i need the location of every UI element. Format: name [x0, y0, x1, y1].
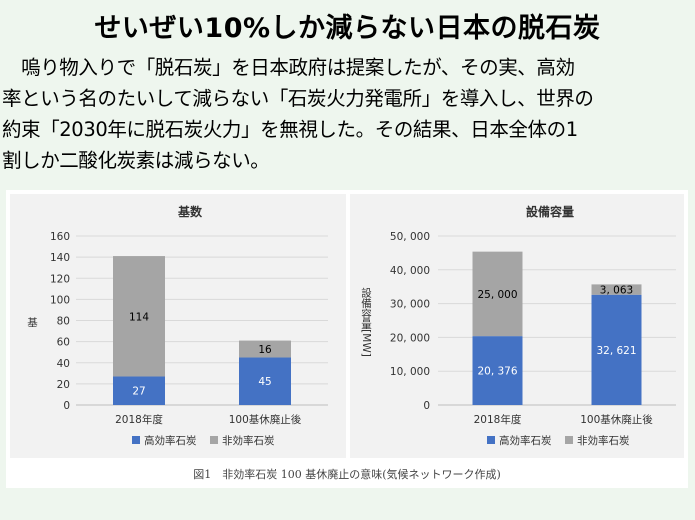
y-tick-label: 0: [423, 400, 430, 412]
legend-swatch: [210, 436, 218, 444]
legend-swatch: [565, 436, 573, 444]
chart-unit-count: 基数 0 20 40 60 80 100 120 140 160 基 27 114 2018年度 45 16 1…: [26, 204, 328, 447]
data-label: 32, 621: [596, 345, 636, 357]
y-tick-label: 0: [63, 400, 70, 412]
y-axis-label: 設備容量[MW]: [360, 286, 372, 356]
y-tick-label: 20, 000: [390, 332, 430, 344]
data-label: 3, 063: [600, 285, 633, 297]
chart-capacity: 設備容量 0 10, 000 20, 000 30, 000 40, 000 50, 000…: [360, 204, 676, 447]
y-tick-label: 50, 000: [390, 231, 430, 243]
y-tick-label: 40: [57, 358, 70, 370]
data-label: 25, 000: [477, 289, 517, 301]
figure-caption: 図1 非効率石炭 100 基休廃止の意味(気候ネットワーク作成): [193, 468, 501, 481]
chart-panel-unit-count: 基数 0 20 40 60 80 100 120 140 160 基 27 114 2018年度 45 16 1…: [10, 194, 346, 458]
bar-segment: [472, 251, 523, 337]
chart-title: 設備容量: [526, 204, 574, 219]
y-axis-label: 基: [26, 316, 38, 327]
x-tick-label: 100基休廃止後: [229, 413, 302, 426]
bar-segment: [591, 284, 642, 295]
x-tick-label: 2018年度: [115, 413, 163, 426]
figure: 基数 0 20 40 60 80 100 120 140 160 基 27 114 2018年度 45 16 1…: [6, 190, 688, 488]
bar-segment: [113, 376, 165, 405]
y-tick-label: 60: [57, 337, 70, 349]
slide-title: せいぜい10%しか減らない日本の脱石炭: [94, 13, 601, 44]
legend-label: 非効率石炭: [222, 434, 275, 447]
y-tick-label: 30, 000: [390, 299, 430, 311]
x-tick-label: 2018年度: [474, 413, 522, 426]
bar-segment: [239, 357, 291, 405]
bar-segment: [591, 294, 642, 405]
y-tick-label: 120: [50, 273, 70, 285]
paragraph-line: 嗚り物入りで「脱石炭」を日本政府は提案したが、その実、高効: [2, 56, 575, 79]
data-label: 20, 376: [477, 366, 517, 378]
y-tick-label: 140: [50, 252, 70, 264]
bar-segment: [113, 256, 165, 377]
y-tick-label: 100: [50, 294, 70, 306]
x-tick-label: 100基休廃止後: [580, 413, 653, 426]
legend-swatch: [132, 436, 140, 444]
bar-segment: [239, 340, 291, 358]
legend-swatch: [487, 436, 495, 444]
data-label: 27: [132, 386, 145, 398]
y-tick-label: 40, 000: [390, 265, 430, 277]
chart-title: 基数: [177, 204, 203, 219]
chart-panel-capacity: 設備容量 0 10, 000 20, 000 30, 000 40, 000 50, 000…: [350, 194, 684, 458]
data-label: 16: [258, 344, 272, 356]
legend-label: 高効率石炭: [144, 434, 197, 447]
bar-segment: [472, 336, 523, 405]
y-tick-label: 10, 000: [390, 366, 430, 378]
data-label: 114: [129, 311, 149, 323]
paragraph-line: 約束「2030年に脱石炭火力」を無視した。その結果、日本全体の1: [2, 118, 578, 141]
y-tick-label: 20: [57, 379, 70, 391]
slide-paragraph: 嗚り物入りで「脱石炭」を日本政府は提案したが、その実、高効 率という名のたいして…: [2, 52, 692, 176]
legend-label: 非効率石炭: [577, 434, 630, 447]
data-label: 45: [258, 376, 271, 388]
legend-label: 高効率石炭: [499, 434, 552, 447]
paragraph-line: 率という名のたいして減らない「石炭火力発電所」を導入し、世界の: [2, 87, 594, 110]
y-tick-label: 160: [50, 231, 70, 243]
y-tick-label: 80: [57, 316, 70, 328]
paragraph-line: 割しか二酸化炭素は減らない。: [2, 149, 270, 172]
